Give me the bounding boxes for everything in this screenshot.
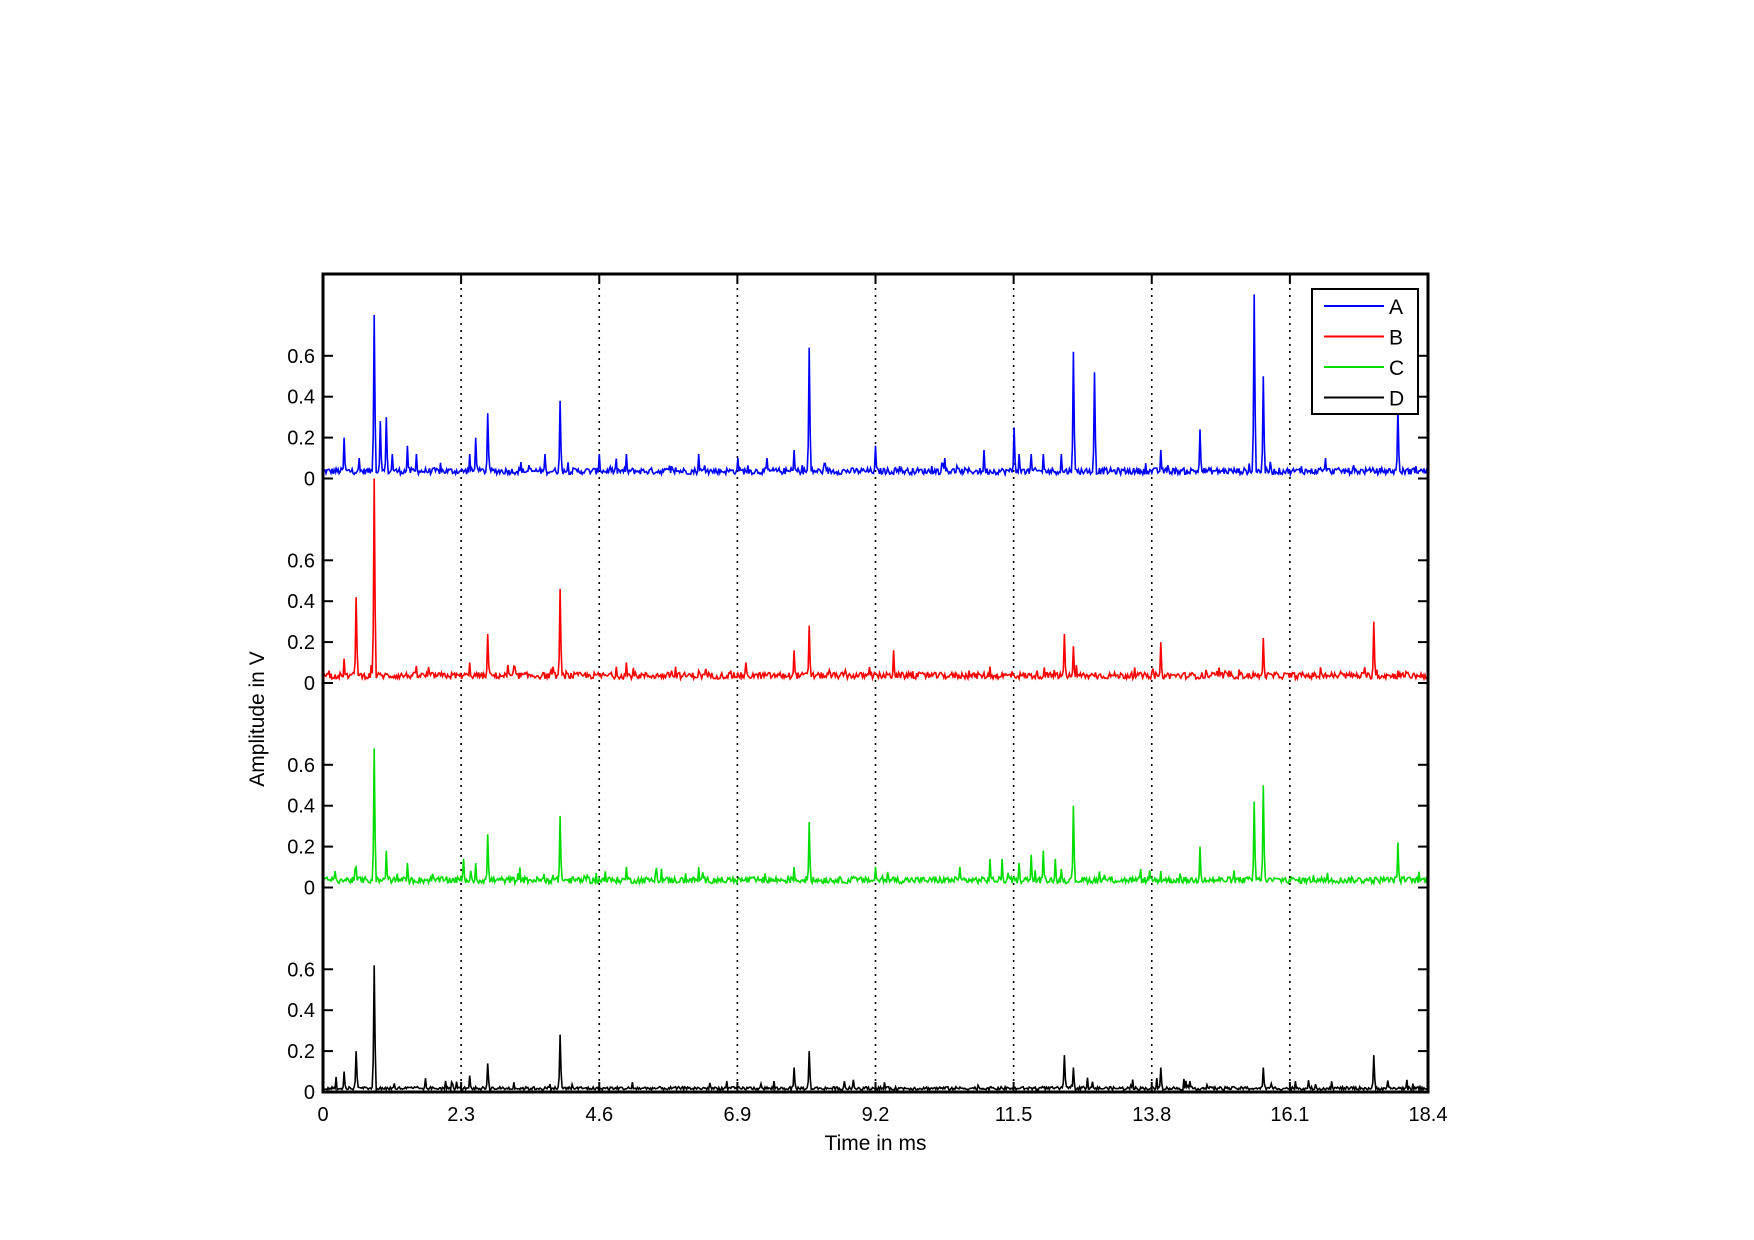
y-tick-label: 0.6 [287,959,315,981]
y-axis-label: Amplitude in V [246,651,269,786]
legend-label-B: B [1389,327,1403,350]
y-tick-label: 0 [304,878,315,900]
series-layer [322,294,1429,1093]
y-tick-label: 0.4 [287,796,315,818]
y-tick-label: 0.4 [287,1000,315,1022]
y-tick-label: 0.6 [287,550,315,572]
y-tick-label: 0.2 [287,1041,315,1063]
series-line-B [322,478,1429,682]
y-tick-label: 0.6 [287,755,315,777]
series-line-C [322,748,1429,887]
grid-lines [460,274,1291,1092]
y-tick-label: 0 [304,673,315,695]
y-tick-label: 0.2 [287,428,315,450]
y-tick-label: 0.2 [287,632,315,654]
x-tick-label: 11.5 [995,1104,1032,1126]
x-tick-label: 9.2 [862,1104,890,1126]
y-tick-label: 0.6 [287,346,315,368]
y-tick-label: 0.2 [287,837,315,859]
tick-labels: 0 2.3 4.6 6.9 9.2 11.5 13.8 16.1 18.4 0 0.2 0.4 0.6 0… [287,346,1447,1126]
legend-label-D: D [1389,388,1404,411]
legend-box [1311,288,1419,415]
y-tick-label: 0.4 [287,591,315,613]
legend-label-C: C [1389,357,1404,380]
x-axis-label: Time in ms [825,1132,927,1155]
x-tick-label: 13.8 [1132,1104,1171,1126]
series-line-A [322,294,1429,478]
x-tick-label: 6.9 [723,1104,751,1126]
x-tick-label: 18.4 [1409,1104,1448,1126]
y-tick-label: 0 [304,1082,315,1104]
axes [321,272,1430,1094]
x-tick-label: 16.1 [1270,1104,1309,1126]
legend-label-A: A [1389,296,1403,319]
x-tick-label: 4.6 [585,1104,613,1126]
x-tick-label: 2.3 [447,1104,475,1126]
y-tick-label: 0.4 [287,387,315,409]
series-line-D [322,965,1429,1093]
y-tick-label: 0 [304,469,315,491]
x-tick-label: 0 [317,1104,328,1126]
